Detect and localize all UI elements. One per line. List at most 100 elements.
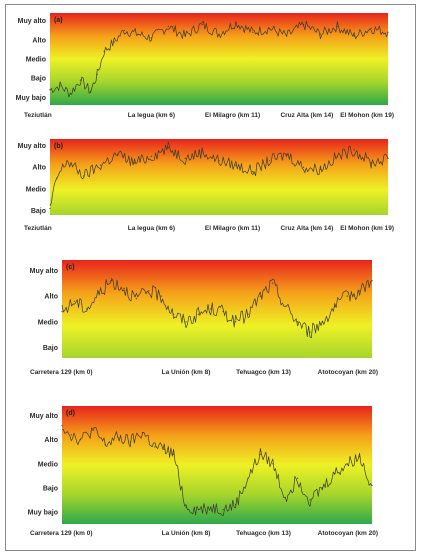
data-point	[79, 79, 81, 81]
panel-label: (c)	[66, 264, 75, 271]
x-tick-label: Cruz Alta (km 14)	[280, 225, 333, 232]
data-point	[142, 431, 144, 434]
data-point	[90, 91, 92, 93]
data-point	[346, 295, 348, 297]
data-point	[302, 23, 305, 26]
data-point	[123, 29, 125, 31]
data-point	[346, 463, 348, 465]
x-tick-label: Teziutlán	[24, 225, 52, 232]
y-tick-label: Medio	[26, 57, 46, 64]
data-point	[284, 496, 286, 499]
data-point	[201, 23, 203, 26]
series-line	[62, 427, 373, 517]
data-point	[247, 313, 249, 315]
x-tick-label: Tehuagco (km 13)	[236, 369, 291, 376]
data-point	[92, 429, 94, 431]
x-tick-label: Atotocoyan (km 20)	[318, 530, 378, 537]
data-point	[135, 298, 137, 300]
data-point	[103, 50, 105, 52]
data-point	[286, 153, 288, 155]
data-point	[113, 41, 115, 43]
y-tick-label: Bajo	[31, 76, 46, 83]
y-tick-label: Bajo	[43, 485, 58, 492]
data-point	[284, 305, 286, 307]
data-point	[297, 477, 299, 479]
data-point	[286, 35, 288, 37]
data-point	[83, 175, 85, 177]
data-point	[235, 504, 237, 506]
panel-label: (d)	[66, 410, 75, 417]
data-point	[336, 155, 338, 157]
data-point	[73, 300, 75, 302]
plot-background	[50, 13, 388, 105]
chart-panel-4: (d) Muy alto Alto Medio Bajo Muy bajo Carreter…	[28, 406, 378, 537]
data-point	[371, 280, 373, 282]
x-tick-label: La legua (km 6)	[128, 225, 175, 232]
x-tick-label: La Unión (km 8)	[162, 530, 211, 537]
x-tick-label: Teziutlán	[24, 112, 52, 119]
data-point	[269, 27, 271, 29]
data-point	[235, 321, 237, 323]
data-point	[222, 311, 224, 313]
data-point	[334, 472, 336, 474]
data-point	[259, 295, 261, 297]
data-point	[184, 157, 186, 160]
data-point	[98, 292, 100, 295]
data-point	[370, 27, 372, 29]
figure-canvas: (a) Muy alto Alto Medio Bajo Muy bajo Teziutlá…	[16, 13, 394, 537]
y-tick-label: Alto	[44, 437, 58, 444]
data-point	[272, 282, 274, 284]
x-tick-label: Carretera 129 (km 0)	[30, 369, 93, 376]
y-tick-label: Muy bajo	[28, 509, 58, 516]
x-tick-label: Atotocoyan (km 20)	[318, 369, 378, 376]
data-point	[117, 153, 119, 155]
data-point	[96, 73, 98, 75]
series-line	[49, 141, 389, 206]
data-point	[56, 177, 58, 179]
y-tick-label: Muy alto	[30, 268, 58, 275]
data-point	[235, 22, 237, 24]
data-point	[185, 506, 187, 508]
y-tick-label: Muy alto	[30, 413, 58, 420]
y-tick-label: Medio	[38, 461, 58, 468]
data-point	[222, 509, 224, 511]
x-tick-label: La Unión (km 8)	[162, 369, 211, 376]
data-point	[167, 147, 169, 149]
data-point	[210, 506, 212, 508]
data-point	[133, 162, 136, 164]
data-point	[104, 443, 106, 446]
data-point	[309, 499, 311, 501]
data-point	[201, 151, 203, 153]
data-point	[235, 164, 237, 166]
data-point	[154, 446, 156, 448]
data-point	[185, 321, 187, 323]
y-tick-label: Bajo	[43, 345, 58, 352]
data-point	[80, 439, 82, 441]
data-point	[247, 477, 249, 479]
data-point	[371, 484, 373, 487]
x-tick-label: El Milagro (km 11)	[205, 112, 260, 119]
data-point	[148, 290, 150, 292]
data-point	[353, 35, 355, 37]
figure-frame: (a) Muy alto Alto Medio Bajo Muy bajo Teziutlá…	[5, 4, 416, 551]
y-tick-label: Muy alto	[18, 143, 46, 150]
data-point	[123, 287, 125, 289]
x-tick-label: El Mohon (km 19)	[340, 225, 394, 232]
plot-background	[62, 406, 372, 524]
series-line	[61, 277, 373, 339]
data-point	[163, 448, 165, 450]
data-point	[353, 149, 355, 151]
plot-background	[62, 260, 372, 358]
data-point	[137, 33, 139, 35]
data-point	[150, 155, 152, 157]
data-point	[218, 33, 220, 35]
data-point	[319, 33, 321, 35]
data-point	[269, 160, 271, 162]
data-point	[49, 89, 51, 91]
y-tick-label: Alto	[44, 294, 58, 301]
chart-panel-1: (a) Muy alto Alto Medio Bajo Muy bajo Teziutlá…	[16, 13, 394, 119]
x-tick-label: El Milagro (km 11)	[205, 225, 260, 232]
data-point	[197, 313, 199, 315]
x-tick-label: Cruz Alta (km 14)	[280, 112, 333, 119]
data-point	[49, 207, 51, 210]
